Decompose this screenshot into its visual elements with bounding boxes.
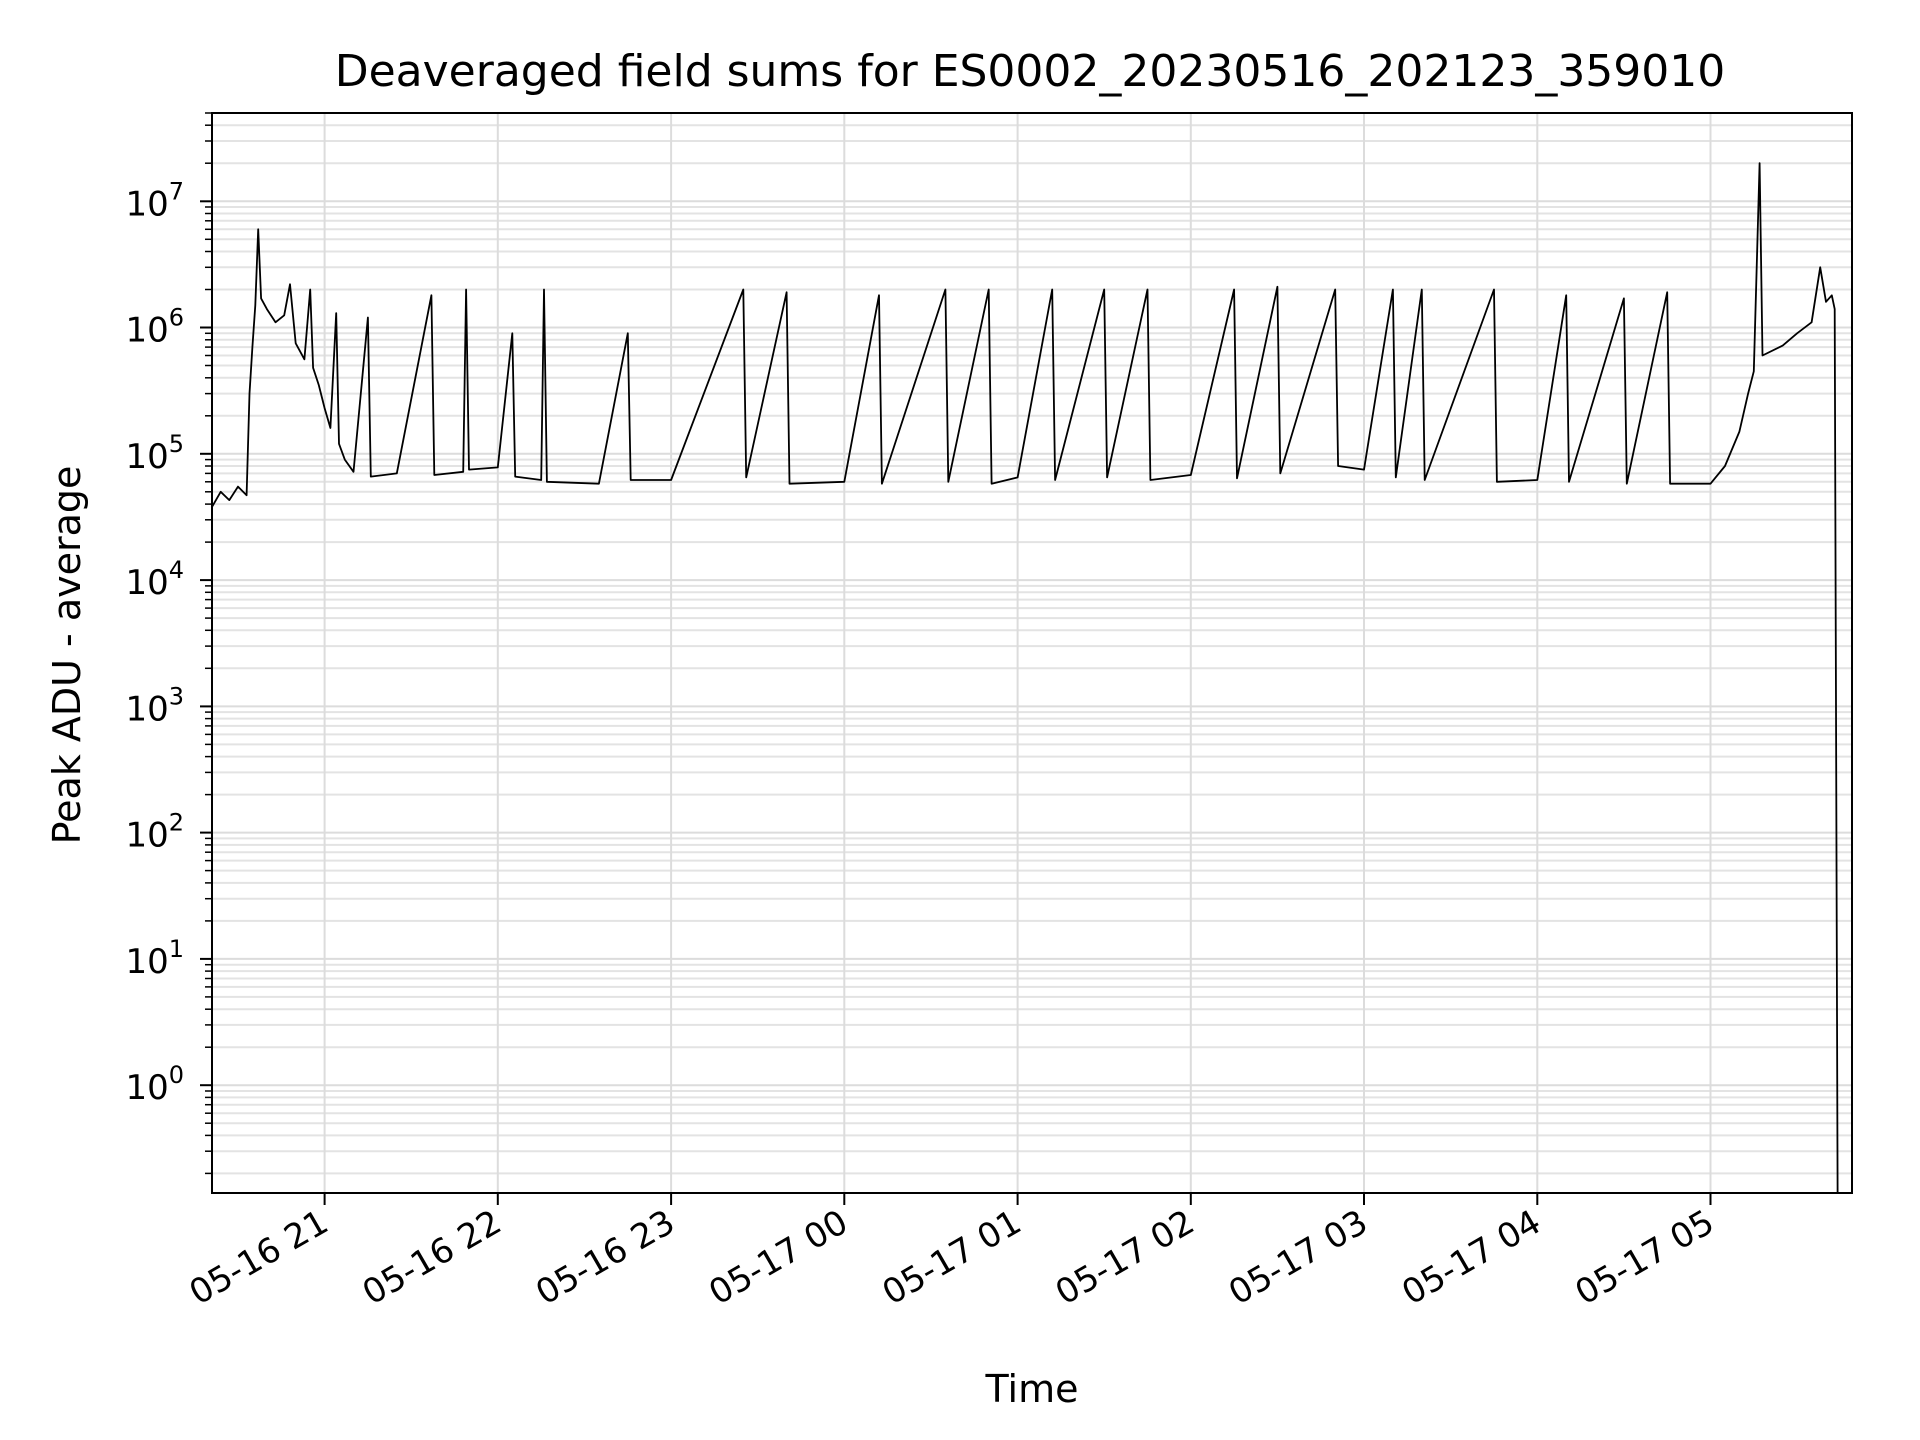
plot-frame — [211, 112, 1853, 1194]
y-tick-label: 106 — [125, 304, 184, 351]
y-axis-label: Peak ADU - average — [45, 466, 89, 845]
y-tick-label: 102 — [125, 809, 184, 856]
x-axis-label: Time — [985, 1367, 1079, 1411]
y-tick-label: 103 — [125, 682, 184, 729]
grid — [212, 112, 1852, 1193]
y-tick-label: 104 — [125, 556, 184, 603]
series-line-1 — [211, 162, 1839, 1194]
y-tick-label: 105 — [125, 430, 184, 477]
series-layer — [211, 162, 1839, 1194]
y-tick-label: 107 — [125, 177, 184, 224]
chart-title: Deaveraged field sums for ES0002_2023051… — [335, 46, 1726, 97]
y-tick-label: 100 — [125, 1061, 184, 1108]
y-tick-label: 101 — [125, 935, 184, 982]
